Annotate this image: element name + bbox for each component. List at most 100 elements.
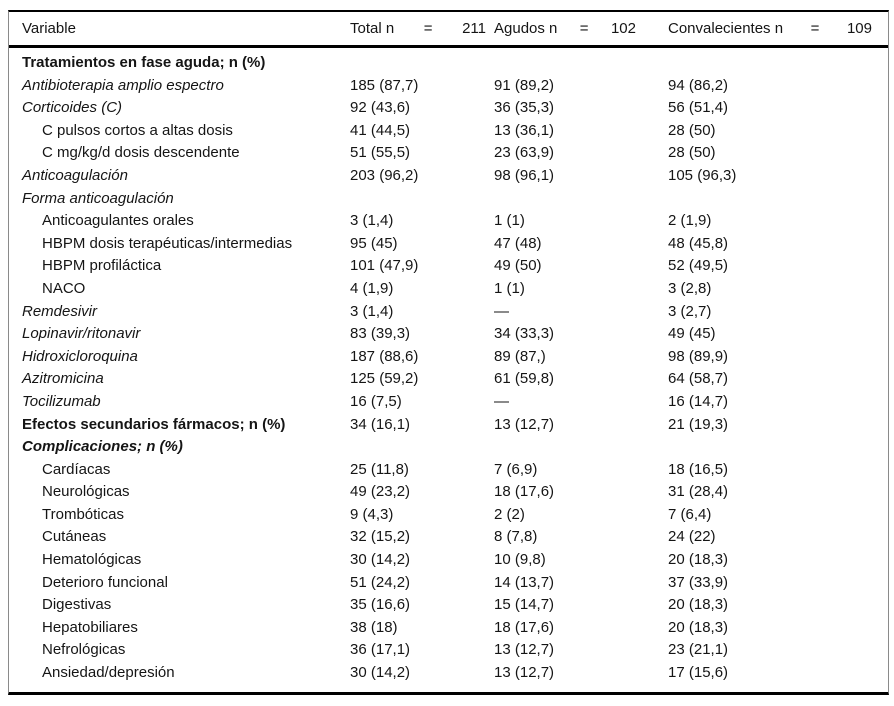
row-label: Antibioterapia amplio espectro	[22, 76, 224, 94]
total-cell: 51 (55,5)	[350, 144, 411, 162]
total-cell: 187 (88,6)	[350, 347, 419, 365]
agudos-cell: 98 (96,1)	[494, 166, 555, 184]
row-label: Corticoides (C)	[22, 99, 123, 117]
agudos-cell: 10 (9,8)	[494, 551, 546, 569]
equals-sign: =	[423, 20, 433, 37]
total-cell: 32 (15,2)	[350, 528, 411, 546]
agudos-cell: —	[494, 392, 509, 410]
total-cell: 3 (1,4)	[350, 302, 394, 320]
agudos-cell: 13 (12,7)	[494, 415, 555, 433]
table-row: Trombóticas 9 (4,3) 2 (2) 7 (6,4)	[9, 504, 888, 527]
row-label: Hematológicas	[42, 551, 142, 569]
column-header-convalecientes-label: Convalecientes n	[668, 20, 784, 37]
agudos-cell: 36 (35,3)	[494, 99, 555, 117]
total-cell: 35 (16,6)	[350, 596, 411, 614]
column-header-convalecientes: Convalecientes n = 109	[668, 20, 888, 37]
convalecientes-cell: 98 (89,9)	[668, 347, 729, 365]
row-label: HBPM dosis terapéuticas/intermedias	[42, 234, 293, 252]
agudos-cell: 15 (14,7)	[494, 596, 555, 614]
row-label: Neurológicas	[42, 483, 130, 501]
column-header-convalecientes-n: 109	[846, 20, 872, 37]
total-cell: 92 (43,6)	[350, 99, 411, 117]
total-cell	[350, 436, 494, 459]
table-row: Anticoagulantes orales 3 (1,4) 1 (1) 2 (1,9…	[9, 210, 888, 233]
row-label: C mg/kg/d dosis descendente	[42, 144, 240, 162]
table-row: HBPM profiláctica 101 (47,9) 49 (50) 52 (49…	[9, 255, 888, 278]
row-label: Cutáneas	[42, 528, 107, 546]
table-row: Nefrológicas 36 (17,1) 13 (12,7) 23 (21,1)	[9, 639, 888, 662]
convalecientes-cell	[668, 436, 888, 459]
row-label: Ansiedad/depresión	[42, 664, 175, 682]
column-header-variable: Variable	[22, 20, 76, 37]
row-label: Efectos secundarios fármacos; n (%)	[22, 415, 286, 433]
agudos-cell: 13 (12,7)	[494, 664, 555, 682]
agudos-cell: 91 (89,2)	[494, 76, 555, 94]
convalecientes-cell: 20 (18,3)	[668, 551, 729, 569]
agudos-cell: 18 (17,6)	[494, 618, 555, 636]
convalecientes-cell: 48 (45,8)	[668, 234, 729, 252]
agudos-cell: 61 (59,8)	[494, 370, 555, 388]
convalecientes-cell: 37 (33,9)	[668, 573, 729, 591]
agudos-cell: 13 (36,1)	[494, 121, 555, 139]
row-label: Nefrológicas	[42, 641, 126, 659]
convalecientes-cell: 64 (58,7)	[668, 370, 729, 388]
convalecientes-cell: 105 (96,3)	[668, 166, 737, 184]
clinical-data-table: Variable Total n = 211 Agudos n = 102 Co…	[8, 10, 889, 695]
convalecientes-cell	[668, 188, 888, 211]
table-row: Digestivas 35 (16,6) 15 (14,7) 20 (18,3)	[9, 594, 888, 617]
table-row: Forma anticoagulación	[9, 188, 888, 211]
total-cell: 16 (7,5)	[350, 392, 402, 410]
row-label: NACO	[42, 279, 86, 297]
convalecientes-cell: 16 (14,7)	[668, 392, 729, 410]
column-header-total-n: 211	[462, 20, 486, 37]
total-cell	[350, 52, 494, 75]
total-cell: 83 (39,3)	[350, 325, 411, 343]
column-header-agudos-n: 102	[610, 20, 636, 37]
total-cell: 49 (23,2)	[350, 483, 411, 501]
total-cell: 101 (47,9)	[350, 257, 419, 275]
table-row: Corticoides (C) 92 (43,6) 36 (35,3) 56 (51,…	[9, 97, 888, 120]
table-row: Deterioro funcional 51 (24,2) 14 (13,7) 37 …	[9, 572, 888, 595]
total-cell: 38 (18)	[350, 618, 398, 636]
agudos-cell	[494, 436, 668, 459]
table-row: Hematológicas 30 (14,2) 10 (9,8) 20 (18,3)	[9, 549, 888, 572]
agudos-cell: 13 (12,7)	[494, 641, 555, 659]
convalecientes-cell: 7 (6,4)	[668, 505, 712, 523]
total-cell: 30 (14,2)	[350, 664, 411, 682]
row-label: Digestivas	[42, 596, 112, 614]
table-row: Neurológicas 49 (23,2) 18 (17,6) 31 (28,4)	[9, 481, 888, 504]
total-cell: 51 (24,2)	[350, 573, 411, 591]
total-cell: 3 (1,4)	[350, 212, 394, 230]
convalecientes-cell: 17 (15,6)	[668, 664, 729, 682]
convalecientes-cell: 49 (45)	[668, 325, 716, 343]
convalecientes-cell: 24 (22)	[668, 528, 716, 546]
agudos-cell	[494, 188, 668, 211]
convalecientes-cell: 56 (51,4)	[668, 99, 729, 117]
total-cell: 203 (96,2)	[350, 166, 419, 184]
total-cell	[350, 188, 494, 211]
agudos-cell: 18 (17,6)	[494, 483, 555, 501]
row-label: Complicaciones; n (%)	[22, 438, 183, 456]
total-cell: 185 (87,7)	[350, 76, 419, 94]
table-row: Remdesivir 3 (1,4) — 3 (2,7)	[9, 301, 888, 324]
table-body: Tratamientos en fase aguda; n (%) Antibio…	[9, 48, 888, 692]
column-header-agudos: Agudos n = 102	[494, 20, 668, 37]
agudos-cell: 89 (87,)	[494, 347, 546, 365]
row-label: Forma anticoagulación	[22, 189, 174, 207]
table-row: HBPM dosis terapéuticas/intermedias 95 (4…	[9, 233, 888, 256]
equals-sign: =	[579, 20, 589, 37]
row-label: Hidroxicloroquina	[22, 347, 138, 365]
convalecientes-cell: 18 (16,5)	[668, 460, 729, 478]
total-cell: 125 (59,2)	[350, 370, 419, 388]
total-cell: 30 (14,2)	[350, 551, 411, 569]
convalecientes-cell: 28 (50)	[668, 144, 716, 162]
convalecientes-cell: 2 (1,9)	[668, 212, 712, 230]
agudos-cell: 49 (50)	[494, 257, 542, 275]
table-row: Azitromicina 125 (59,2) 61 (59,8) 64 (58,7)	[9, 368, 888, 391]
convalecientes-cell: 28 (50)	[668, 121, 716, 139]
agudos-cell: 7 (6,9)	[494, 460, 538, 478]
table-row: Anticoagulación 203 (96,2) 98 (96,1) 105 (9…	[9, 165, 888, 188]
row-label: Azitromicina	[22, 370, 104, 388]
total-cell: 34 (16,1)	[350, 415, 411, 433]
total-cell: 4 (1,9)	[350, 279, 394, 297]
